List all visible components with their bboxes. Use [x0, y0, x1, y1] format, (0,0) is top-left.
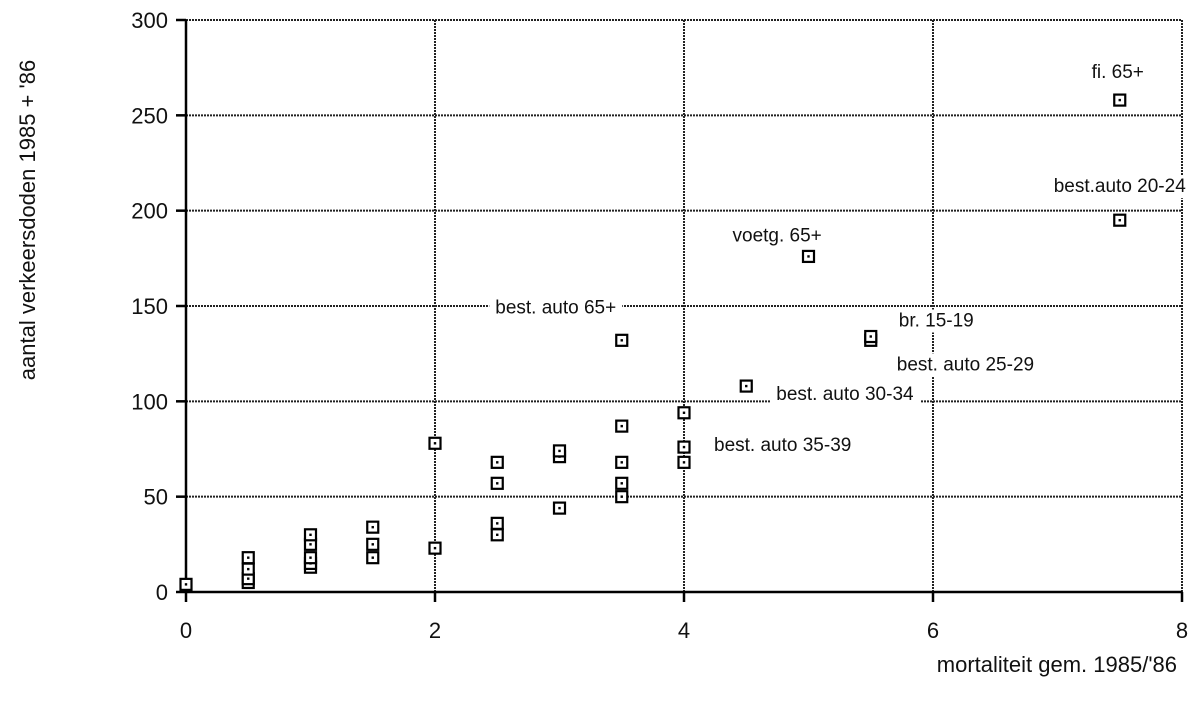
data-point-center [247, 567, 250, 571]
annotation-background [1047, 175, 1193, 199]
data-point-center [620, 339, 623, 342]
point-annotation: best. auto 65+ [495, 297, 616, 318]
data-point-center [620, 424, 623, 428]
x-axis-label: mortaliteit gem. 1985/'86 [936, 652, 1177, 677]
data-point-center [247, 556, 250, 559]
data-point-center [371, 543, 374, 546]
data-point-center [496, 522, 499, 525]
annotation-background [726, 224, 828, 248]
x-tick-label: 2 [429, 618, 441, 643]
data-point-center [807, 255, 810, 258]
annotation-background [890, 353, 1041, 377]
point-annotation: best. auto 30-34 [776, 384, 914, 405]
data-point-center [496, 461, 499, 464]
y-tick-label: 300 [131, 8, 168, 33]
point-annotation: fi. 65+ [1092, 62, 1144, 83]
axes [176, 18, 1184, 602]
annotation-background [708, 433, 858, 457]
data-point-center [184, 583, 188, 586]
data-point-center [309, 543, 312, 546]
point-annotation: best. auto 35-39 [714, 435, 851, 456]
annotation-background [770, 383, 921, 407]
data-point-center [309, 533, 312, 536]
data-point-center [309, 556, 312, 559]
x-tick-label: 6 [927, 618, 939, 643]
data-point-center [558, 506, 561, 510]
data-point-center [496, 482, 499, 485]
y-tick-label: 150 [131, 294, 168, 319]
point-annotation: best. auto 25-29 [897, 354, 1034, 375]
x-tick-label: 4 [678, 618, 690, 643]
y-tick-label: 0 [156, 580, 168, 605]
point-annotation: voetg. 65+ [733, 225, 822, 246]
y-axis-label: aantal verkeersdoden 1985 + '86 [15, 59, 40, 381]
data-point-center [745, 384, 748, 388]
data-point-center [433, 442, 437, 445]
data-point-center [682, 445, 686, 449]
data-point-center [1118, 98, 1121, 102]
data-point-center [869, 335, 872, 338]
data-point-center [620, 461, 623, 464]
point-annotation: br. 15-19 [899, 311, 974, 332]
y-tick-label: 50 [144, 485, 168, 510]
data-point-center [371, 525, 374, 529]
point-annotations: best. auto 65+ best. auto 35-39 best. auto… [489, 61, 1193, 457]
data-point-center [620, 482, 623, 485]
data-point-center [620, 495, 623, 498]
grid [186, 19, 1183, 592]
data-point-center [1118, 219, 1121, 222]
annotation-background [892, 309, 980, 333]
x-tick-label: 0 [180, 618, 192, 643]
y-tick-label: 200 [131, 199, 168, 224]
point-annotation: best.auto 20-24 [1054, 176, 1186, 197]
data-point-center [682, 461, 686, 464]
tick-labels: 0 50 100 150 200 250 300 0 2 4 6 8 [131, 8, 1188, 643]
data-point-center [682, 411, 686, 414]
data-point-center [433, 546, 437, 550]
annotation-background [489, 296, 623, 320]
data-point-center [496, 533, 499, 536]
data-points [179, 93, 1127, 591]
data-point-center [558, 449, 561, 453]
data-point-center [247, 577, 250, 580]
y-tick-label: 250 [131, 103, 168, 128]
data-point-center [371, 556, 374, 559]
annotation-background [1085, 61, 1150, 85]
y-tick-label: 100 [131, 389, 168, 414]
x-tick-label: 8 [1176, 618, 1188, 643]
